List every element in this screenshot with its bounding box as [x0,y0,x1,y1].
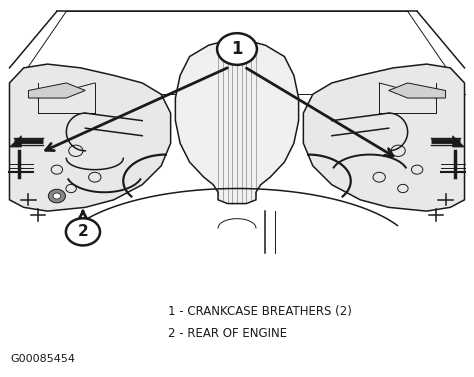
Text: 1: 1 [231,40,243,58]
Polygon shape [9,136,21,147]
Polygon shape [28,83,85,98]
Circle shape [217,33,257,65]
Polygon shape [389,83,446,98]
Text: 2 - REAR OF ENGINE: 2 - REAR OF ENGINE [168,327,287,340]
Text: 1 - CRANKCASE BREATHERS (2): 1 - CRANKCASE BREATHERS (2) [168,305,352,317]
Polygon shape [175,38,299,204]
Text: G00085454: G00085454 [10,354,75,364]
Circle shape [53,193,61,199]
Polygon shape [303,64,465,211]
Circle shape [48,189,65,203]
Circle shape [66,218,100,245]
Text: 2: 2 [78,224,88,239]
Polygon shape [9,64,171,211]
Polygon shape [453,136,465,147]
